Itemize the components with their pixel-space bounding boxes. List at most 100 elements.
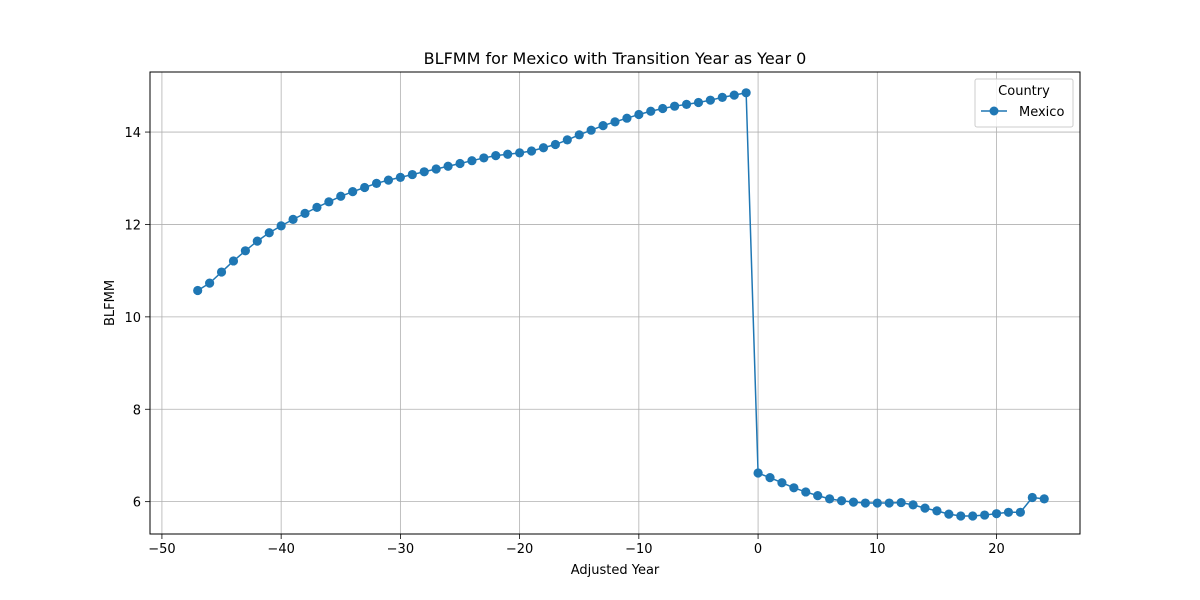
data-point [717, 92, 727, 103]
data-point [944, 509, 954, 519]
x-tick-label: −40 [267, 542, 294, 557]
data-point [324, 197, 334, 207]
data-point [813, 491, 823, 501]
data-point [300, 208, 310, 218]
data-point [670, 101, 680, 111]
data-point [586, 125, 596, 135]
data-point [455, 158, 465, 169]
data-point [288, 214, 298, 224]
legend-title: Country [998, 84, 1050, 99]
legend: Country Mexico [974, 78, 1074, 128]
data-point [765, 473, 775, 483]
data-point [932, 506, 942, 516]
x-tick-label: −10 [625, 542, 652, 557]
data-point [741, 88, 751, 98]
y-axis-ticks: 6 8 10 12 14 [124, 126, 150, 511]
series-layer [193, 88, 1049, 521]
data-point [515, 148, 525, 158]
data-point [205, 278, 215, 288]
data-point [228, 256, 239, 266]
x-tick-label: −20 [506, 542, 533, 557]
data-point [431, 164, 441, 174]
data-point [968, 511, 978, 521]
x-tick-label: 10 [869, 542, 886, 557]
x-tick-label: −50 [148, 542, 175, 557]
data-point [789, 483, 799, 493]
data-point [872, 498, 882, 508]
data-point [634, 109, 644, 120]
data-point [1015, 507, 1025, 517]
data-point [658, 103, 668, 114]
data-point [538, 143, 549, 153]
data-point [252, 236, 262, 246]
data-point [836, 496, 847, 506]
data-point [681, 99, 692, 109]
data-point [729, 90, 739, 100]
x-tick-label: −30 [387, 542, 414, 557]
data-point [825, 494, 835, 504]
data-point [383, 175, 394, 185]
data-point [956, 511, 966, 521]
data-point [1003, 507, 1014, 517]
y-tick-label: 10 [124, 311, 141, 326]
y-tick-label: 12 [124, 218, 141, 233]
data-point [646, 106, 656, 116]
data-point [264, 228, 274, 238]
data-point [610, 117, 620, 127]
data-point [336, 191, 346, 201]
data-point [526, 146, 537, 156]
x-tick-label: 20 [988, 542, 1005, 557]
data-point [240, 246, 250, 256]
x-axis-ticks: −50 −40 −30 −20 −10 0 10 20 [148, 534, 1005, 557]
x-axis-label: Adjusted Year [571, 563, 660, 578]
data-point [407, 169, 417, 180]
data-point [479, 153, 489, 163]
grid-lines [150, 72, 1080, 534]
data-point [395, 172, 405, 182]
data-point [419, 167, 429, 177]
data-point [908, 500, 918, 510]
data-point [312, 202, 322, 212]
data-point [503, 149, 513, 159]
data-point [753, 468, 763, 478]
data-point [777, 478, 787, 488]
data-point [980, 510, 990, 520]
data-point [443, 161, 453, 171]
legend-marker-swatch [989, 106, 999, 116]
data-point [884, 498, 894, 508]
data-point [371, 178, 382, 188]
plot-frame [149, 71, 1081, 535]
data-point [991, 509, 1002, 519]
series-line [197, 92, 1045, 517]
data-point [848, 497, 859, 507]
data-point [920, 503, 930, 513]
data-point [693, 97, 704, 108]
data-point [562, 135, 572, 145]
data-point [360, 182, 370, 193]
data-point [491, 151, 501, 161]
data-point [622, 113, 632, 123]
legend-entry-mexico: Mexico [1019, 105, 1064, 120]
chart-title: BLFMM for Mexico with Transition Year as… [424, 49, 807, 68]
data-point [1039, 494, 1049, 504]
data-point [896, 497, 906, 508]
data-point [1027, 492, 1037, 503]
data-point [216, 267, 227, 277]
data-point [550, 139, 560, 150]
y-tick-label: 8 [133, 403, 141, 418]
y-axis-label: BLFMM [103, 280, 118, 326]
y-tick-label: 14 [124, 126, 141, 141]
data-point [348, 187, 358, 197]
data-point [467, 156, 477, 166]
data-point [801, 487, 811, 497]
data-point [598, 120, 608, 131]
data-point [860, 498, 870, 508]
x-tick-label: 0 [754, 542, 762, 557]
data-point [705, 95, 715, 105]
data-point [574, 130, 584, 140]
data-point [276, 221, 286, 231]
data-point [193, 285, 203, 296]
legend-box [974, 78, 1074, 128]
y-tick-label: 6 [133, 496, 141, 511]
